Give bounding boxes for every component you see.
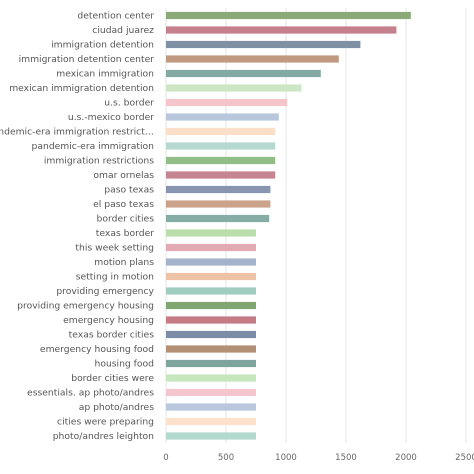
bar bbox=[166, 156, 276, 165]
bar bbox=[166, 127, 276, 136]
category-label: u.s. border bbox=[104, 98, 154, 109]
category-label: essentials. ap photo/andres bbox=[27, 388, 154, 399]
bar bbox=[166, 185, 271, 194]
category-label: mexican immigration bbox=[56, 69, 154, 80]
bar bbox=[166, 171, 276, 179]
bar bbox=[166, 26, 397, 34]
category-label: housing food bbox=[95, 359, 155, 370]
category-label: border cities were bbox=[71, 373, 154, 384]
bar bbox=[166, 272, 256, 281]
category-label: mexican immigration detention bbox=[9, 83, 154, 94]
x-tick-label: 0 bbox=[163, 453, 168, 463]
category-label: this week setting bbox=[75, 243, 154, 254]
bar bbox=[166, 359, 256, 368]
category-label: providing emergency housing bbox=[17, 301, 154, 312]
category-label: setting in motion bbox=[76, 272, 154, 283]
category-label: detention center bbox=[77, 11, 154, 22]
category-label: ap photo/andres bbox=[79, 402, 154, 413]
x-tick-label: 1000 bbox=[275, 453, 297, 463]
bar bbox=[166, 55, 339, 63]
bar bbox=[166, 403, 256, 411]
x-tick-label: 2500 bbox=[455, 453, 474, 463]
x-tick-label: 2000 bbox=[395, 453, 417, 463]
bar bbox=[166, 301, 256, 310]
category-labels: detention center ciudad juarez immigration… bbox=[0, 11, 155, 443]
category-label: texas border cities bbox=[69, 330, 155, 341]
bar bbox=[166, 214, 270, 223]
category-label: emergency housing bbox=[63, 315, 154, 326]
bar bbox=[166, 432, 256, 440]
grid-lines bbox=[165, 8, 467, 443]
category-label: providing emergency bbox=[56, 286, 154, 297]
category-label: immigration detention bbox=[51, 40, 154, 51]
category-label: omar ornelas bbox=[93, 170, 154, 181]
bar bbox=[166, 142, 276, 150]
bar bbox=[166, 113, 279, 121]
category-label: u.s.-mexico border bbox=[68, 112, 154, 123]
category-label: pandemic-era immigration restrict… bbox=[0, 127, 154, 138]
bar bbox=[166, 374, 256, 382]
category-label: cities were preparing bbox=[57, 417, 154, 428]
category-label: texas border bbox=[96, 228, 154, 239]
bar bbox=[166, 84, 302, 92]
bar bbox=[166, 316, 256, 324]
bar bbox=[166, 287, 256, 295]
category-label: photo/andres leighton bbox=[53, 431, 154, 442]
bar bbox=[166, 98, 288, 107]
bar bbox=[166, 330, 256, 339]
category-label: emergency housing food bbox=[40, 344, 154, 355]
category-label: motion plans bbox=[94, 257, 154, 268]
category-label: border cities bbox=[97, 214, 155, 225]
bar bbox=[166, 345, 256, 353]
bar bbox=[166, 417, 256, 426]
category-label: immigration detention center bbox=[19, 54, 155, 65]
bars bbox=[166, 11, 411, 440]
bar bbox=[166, 69, 321, 78]
bar bbox=[166, 11, 411, 20]
bar bbox=[166, 200, 271, 208]
category-label: ciudad juarez bbox=[92, 25, 154, 36]
bar bbox=[166, 40, 361, 49]
bar bbox=[166, 229, 256, 237]
bar bbox=[166, 258, 256, 266]
bar bbox=[166, 388, 256, 397]
bar bbox=[166, 243, 256, 252]
category-label: immigration restrictions bbox=[44, 156, 154, 167]
category-label: paso texas bbox=[104, 185, 154, 196]
x-axis-ticks: 0 500 1000 1500 2000 2500 bbox=[163, 453, 474, 463]
x-tick-label: 500 bbox=[218, 453, 234, 463]
x-tick-label: 1500 bbox=[335, 453, 357, 463]
category-label: el paso texas bbox=[93, 199, 154, 210]
category-label: pandemic-era immigration bbox=[32, 141, 155, 152]
